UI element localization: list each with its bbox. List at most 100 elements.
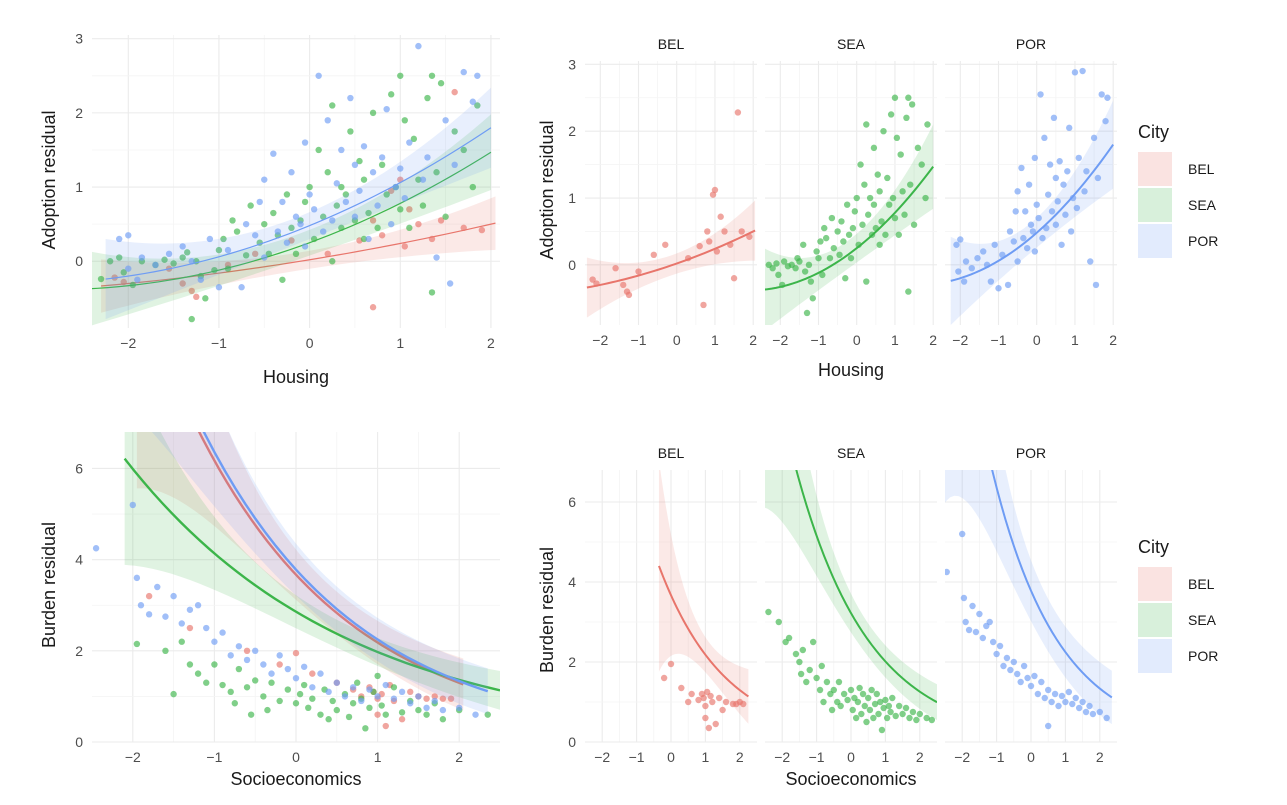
point-sea: [227, 688, 234, 696]
point-sea: [276, 697, 283, 705]
point-sea: [362, 725, 369, 732]
point-sea: [922, 194, 929, 202]
point-sea: [893, 134, 901, 142]
point-sea: [863, 278, 870, 285]
point-sea: [292, 700, 300, 707]
point-sea: [460, 146, 467, 154]
plot-area: [586, 109, 756, 318]
point-sea: [840, 690, 848, 698]
point-sea: [194, 670, 202, 677]
y-tick-label: 4: [568, 574, 576, 590]
point-sea: [895, 702, 903, 710]
point-por: [1064, 168, 1071, 175]
point-por: [206, 235, 214, 243]
point-sea: [908, 101, 916, 108]
point-por: [1066, 124, 1073, 132]
y-tick-label: 2: [75, 643, 83, 659]
point-sea: [317, 711, 324, 718]
point-sea: [800, 241, 807, 248]
point-por: [242, 220, 250, 228]
y-tick-label: 1: [568, 190, 576, 206]
point-por: [1056, 158, 1063, 165]
point-sea: [821, 224, 828, 232]
point-por: [1017, 678, 1024, 686]
point-sea: [883, 714, 891, 722]
point-sea: [338, 183, 345, 191]
point-por: [1020, 234, 1027, 242]
fit-line-bel: [197, 432, 464, 686]
point-por: [179, 243, 186, 250]
point-por: [324, 117, 331, 124]
point-por: [472, 711, 479, 718]
point-sea: [852, 714, 860, 722]
point-sea: [891, 94, 899, 101]
point-sea: [243, 684, 251, 691]
y-axis-title: Adoption residual: [39, 110, 59, 249]
x-tick-label: 1: [882, 749, 890, 765]
x-tick-label: −1: [989, 749, 1005, 765]
point-sea: [819, 271, 826, 279]
point-sea: [342, 191, 350, 198]
point-sea: [345, 713, 353, 721]
point-por: [203, 624, 210, 632]
point-por: [1098, 91, 1105, 98]
x-tick-label: 1: [702, 749, 710, 765]
point-sea: [792, 264, 799, 272]
point-por: [134, 276, 141, 283]
point-sea: [792, 650, 800, 658]
point-por: [974, 254, 981, 262]
facet-strip-por: POR: [1016, 445, 1046, 461]
point-sea: [830, 686, 837, 694]
x-tick-label: −1: [631, 332, 647, 348]
point-por: [301, 139, 309, 146]
point-sea: [305, 704, 312, 712]
point-bel: [451, 88, 458, 96]
facet-strip-bel: BEL: [658, 445, 685, 461]
point-sea: [882, 231, 889, 238]
point-por: [92, 545, 100, 552]
legend-label-sea: SEA: [1188, 197, 1217, 213]
point-por: [1092, 281, 1100, 289]
point-por: [1020, 662, 1028, 670]
point-sea: [916, 710, 923, 718]
point-por: [338, 146, 345, 154]
point-por: [993, 650, 1000, 658]
point-sea: [923, 714, 930, 722]
y-tick-label: 2: [568, 654, 576, 670]
point-bel: [695, 696, 702, 704]
point-bel: [688, 690, 695, 698]
point-bel: [717, 213, 724, 220]
fit-line-bel: [101, 222, 496, 287]
point-sea: [133, 640, 141, 648]
point-sea: [184, 249, 191, 256]
point-sea: [822, 234, 830, 242]
point-por: [1012, 208, 1019, 215]
point-bel: [406, 206, 413, 213]
point-sea: [865, 694, 872, 702]
x-axis-title: Housing: [263, 367, 329, 387]
point-por: [1094, 174, 1102, 182]
point-bel: [612, 264, 619, 272]
point-sea: [928, 716, 936, 724]
point-por: [1104, 94, 1111, 101]
point-por: [1014, 258, 1021, 265]
point-sea: [845, 231, 853, 238]
point-por: [415, 693, 422, 700]
point-por: [1037, 91, 1044, 98]
point-por: [1073, 204, 1081, 212]
point-por: [1000, 662, 1007, 670]
point-bel: [437, 217, 445, 224]
point-por: [351, 213, 359, 220]
point-bel: [378, 232, 386, 239]
point-por: [1034, 690, 1042, 698]
point-sea: [809, 638, 817, 646]
plot-area: [658, 470, 749, 732]
point-por: [1006, 228, 1014, 235]
point-por: [333, 679, 340, 686]
point-por: [474, 72, 481, 79]
point-por: [288, 169, 295, 176]
point-sea: [813, 248, 820, 255]
point-por: [1062, 698, 1069, 706]
x-tick-label: −2: [592, 332, 608, 348]
point-sea: [354, 679, 361, 686]
